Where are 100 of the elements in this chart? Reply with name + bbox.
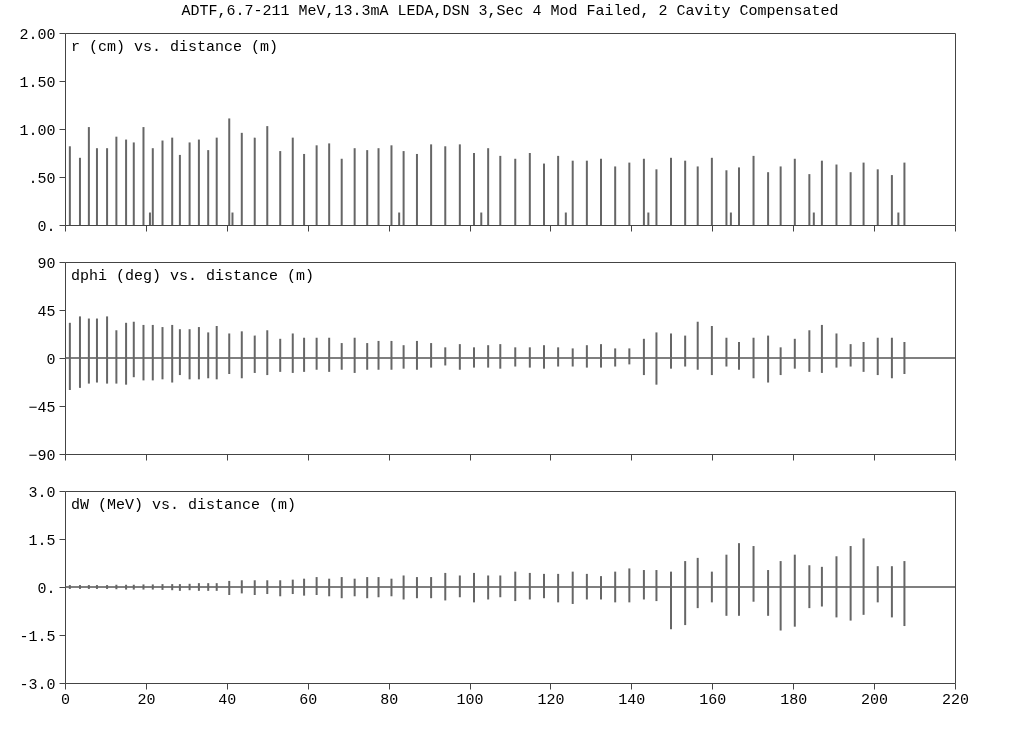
bar [132, 142, 135, 225]
bar [151, 324, 154, 381]
bar [171, 584, 174, 591]
bar [161, 584, 164, 590]
bar [315, 577, 318, 595]
bar [628, 568, 631, 603]
bar [228, 580, 231, 595]
bar [161, 327, 164, 380]
bar [161, 140, 164, 225]
bar [291, 579, 294, 595]
bar [68, 146, 71, 225]
bar [171, 324, 174, 383]
bar [266, 580, 269, 595]
bar [315, 145, 318, 225]
bar [725, 337, 728, 367]
bar [710, 571, 713, 603]
bar [614, 571, 617, 603]
bar [415, 577, 418, 599]
bar [684, 335, 687, 367]
bar [571, 571, 574, 604]
bar [514, 571, 517, 602]
y-tick-label: 0 [46, 351, 56, 369]
bar [820, 324, 823, 373]
bar [696, 321, 699, 370]
bar [767, 172, 770, 225]
bar [835, 164, 838, 225]
annotation: dphi (deg) vs. distance (m) [71, 268, 315, 285]
bar [614, 348, 617, 367]
bar [303, 578, 306, 596]
bar [390, 145, 393, 225]
bar [398, 212, 401, 225]
bar [897, 212, 900, 225]
bar [87, 585, 90, 589]
bar [197, 583, 200, 591]
bar [303, 337, 306, 372]
bar [752, 155, 755, 225]
bar [779, 347, 782, 376]
bar [240, 580, 243, 594]
bar [473, 347, 475, 368]
bar [849, 546, 852, 621]
bar [752, 546, 755, 602]
bar [696, 166, 699, 225]
bar [366, 150, 369, 225]
bar [188, 329, 191, 380]
bar [366, 343, 369, 370]
bar [78, 585, 81, 589]
bar [253, 580, 256, 595]
bar [571, 160, 574, 225]
bar [767, 335, 770, 383]
bar [132, 584, 135, 590]
chart-title: ADTF,6.7-211 MeV,13.3mA LEDA,DSN 3,Sec 4 Mod Failed, 2 Cavity Compensated [181, 3, 839, 20]
bar [528, 347, 531, 368]
y-tick-label: 0. [37, 218, 56, 236]
bar [876, 337, 879, 376]
bar [353, 578, 356, 597]
bar [571, 348, 574, 367]
bar [151, 148, 154, 225]
y-tick-label: 45 [37, 303, 56, 321]
bar [178, 154, 181, 225]
bar [279, 151, 282, 225]
bar [628, 162, 631, 225]
x-tick-label: 160 [699, 691, 727, 709]
bar [106, 316, 109, 384]
x-tick-label: 80 [380, 691, 399, 709]
y-tick-label: −45 [28, 399, 56, 417]
bar [366, 577, 369, 599]
bar [68, 322, 71, 390]
bar [458, 144, 461, 225]
bar [95, 148, 98, 225]
bar [115, 330, 118, 384]
bar [862, 538, 865, 615]
bar [142, 584, 145, 590]
bar [793, 158, 796, 225]
bar [228, 333, 231, 374]
bar [315, 337, 318, 370]
bar [207, 583, 210, 591]
bar [642, 338, 645, 376]
bar [729, 212, 732, 225]
bar [353, 148, 356, 225]
y-tick-label: .50 [28, 170, 56, 188]
bar [820, 566, 823, 607]
y-tick-label: 1.50 [19, 74, 56, 92]
bar [876, 169, 879, 225]
bar [725, 554, 728, 616]
x-tick-label: 40 [218, 691, 237, 709]
bar [178, 584, 181, 591]
bar [487, 148, 490, 225]
x-tick-label: 100 [456, 691, 484, 709]
bar [266, 126, 269, 225]
bar [835, 556, 838, 618]
bar [684, 561, 687, 626]
bar [132, 321, 135, 378]
bar [725, 170, 728, 225]
bar [903, 162, 906, 225]
bar [487, 575, 490, 600]
bar [207, 332, 210, 379]
bar [402, 575, 405, 600]
bar [415, 153, 418, 225]
bar [390, 340, 393, 370]
bar [106, 148, 109, 225]
